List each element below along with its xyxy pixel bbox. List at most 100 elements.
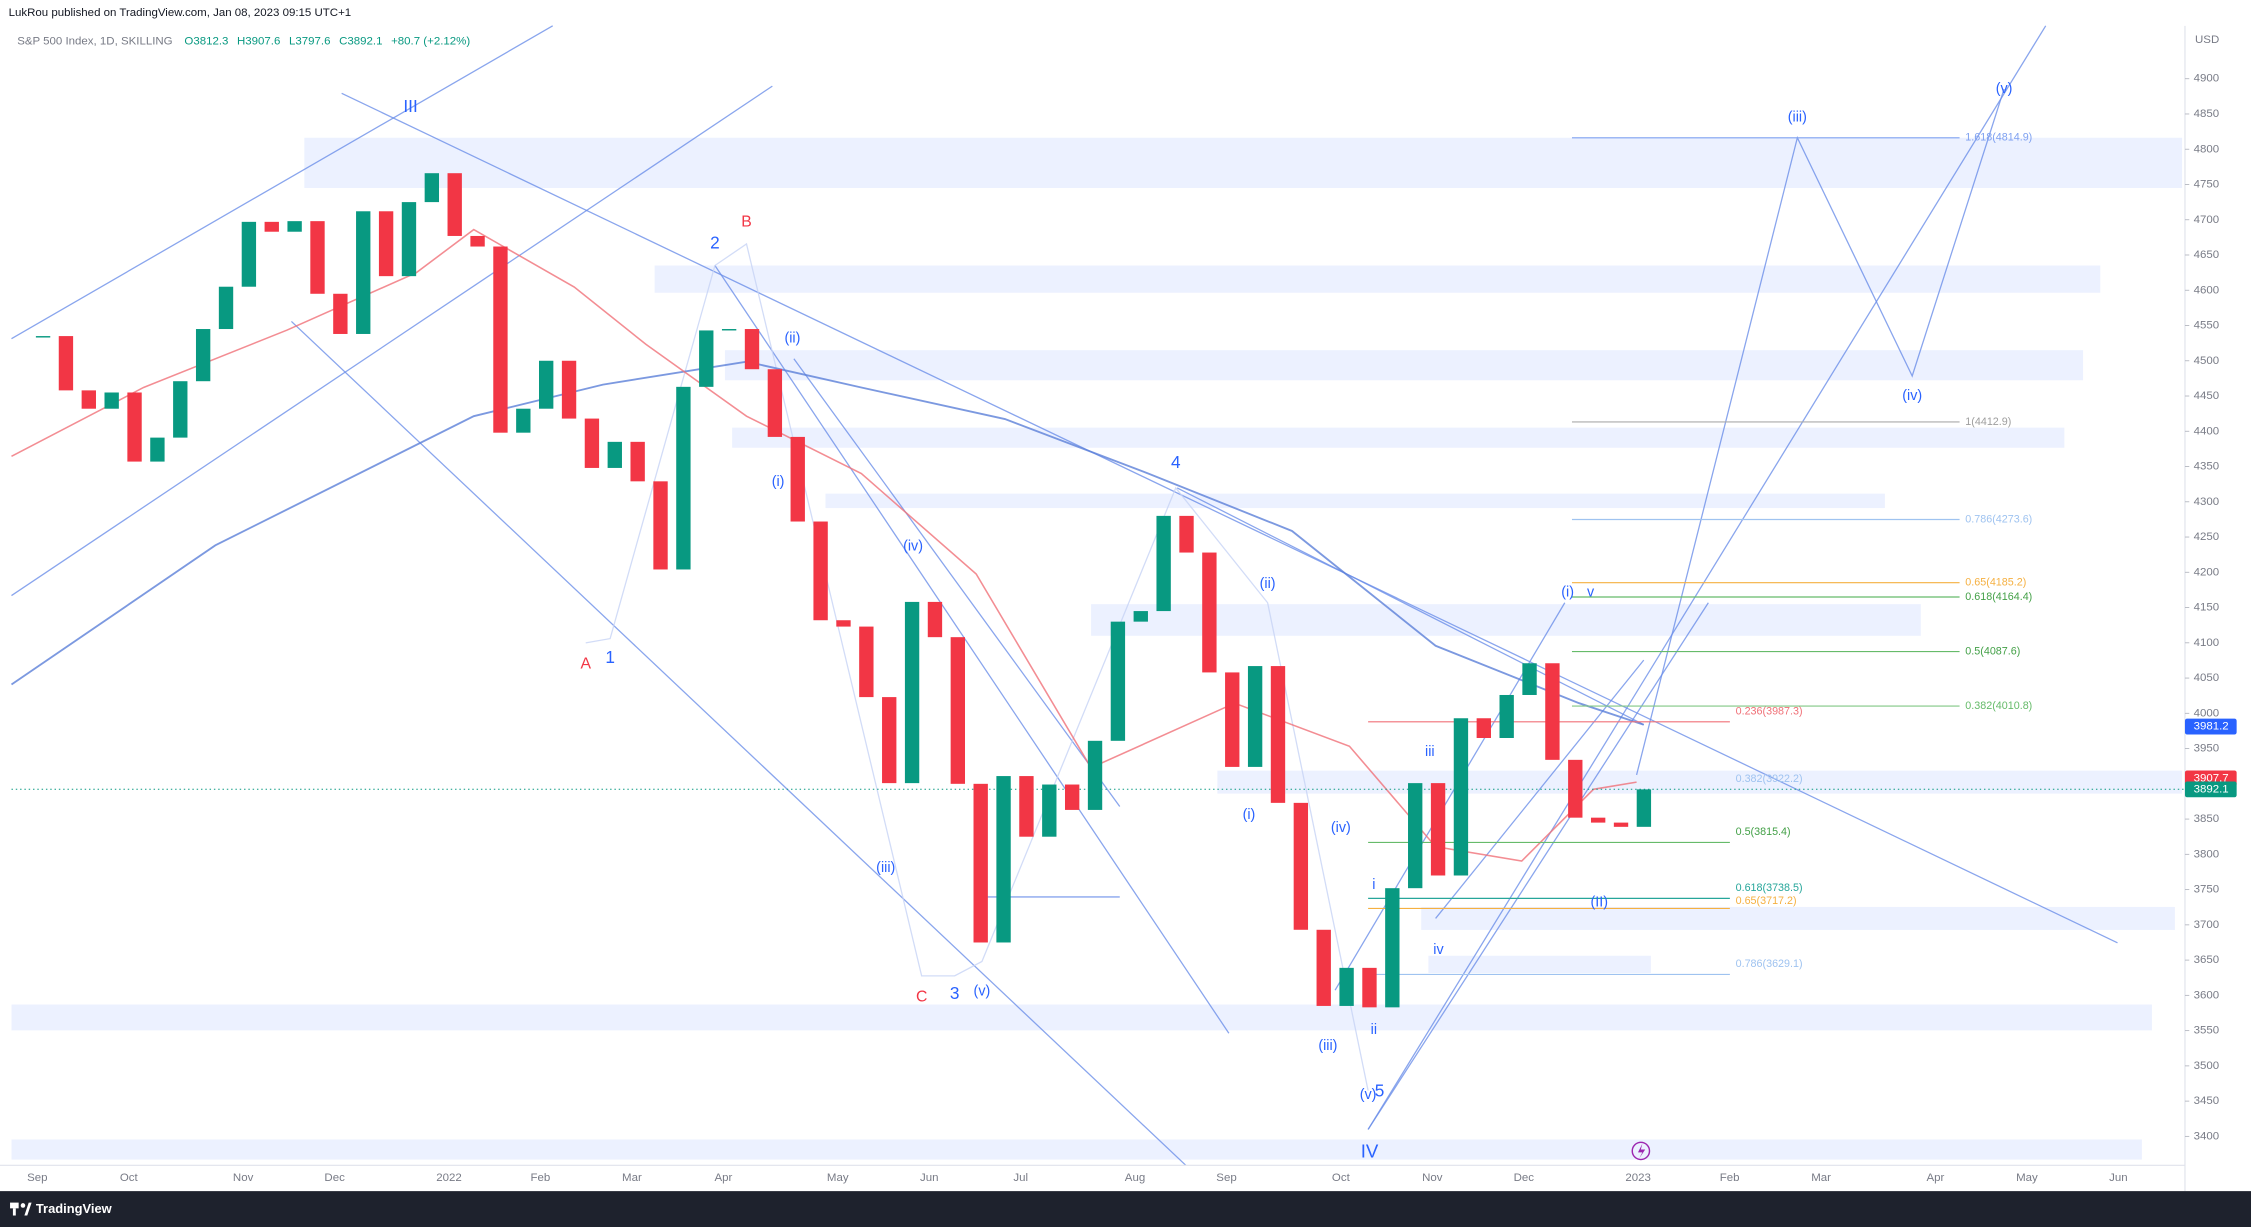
wave-label: (i) bbox=[1243, 807, 1256, 823]
currency: USD bbox=[2195, 34, 2219, 46]
zone bbox=[1428, 955, 1651, 973]
fib-label: 0.786(4273.6) bbox=[1965, 513, 2032, 525]
candle bbox=[1613, 822, 1629, 827]
x-tick-label: 2022 bbox=[436, 1172, 462, 1184]
wave-label: (iii) bbox=[1788, 109, 1807, 125]
footer bbox=[0, 1191, 2251, 1227]
x-tick-label: Jun bbox=[2109, 1172, 2128, 1184]
wave-label: C bbox=[916, 989, 927, 1006]
trend-lines bbox=[10, 25, 2118, 1166]
candle bbox=[699, 330, 714, 387]
candles bbox=[35, 173, 1652, 1008]
fib-label: 1.618(4814.9) bbox=[1965, 132, 2032, 144]
candle bbox=[1545, 663, 1560, 760]
wave-label: (v) bbox=[1996, 81, 2013, 97]
wave-label: iii bbox=[1425, 744, 1435, 760]
candle bbox=[1362, 967, 1377, 1008]
header: LukRou published on TradingView.com, Jan… bbox=[9, 7, 352, 19]
y-tick-label: 4200 bbox=[2194, 566, 2220, 578]
wave-label: (II) bbox=[1590, 894, 1608, 910]
lightning-icon bbox=[1631, 1141, 1651, 1161]
candle bbox=[516, 408, 531, 433]
projection-path bbox=[1635, 88, 2005, 776]
zone bbox=[732, 427, 2065, 448]
trend-line bbox=[714, 265, 1230, 1034]
wave-label: (iv) bbox=[1331, 820, 1351, 836]
fib-label: 0.236(3987.3) bbox=[1736, 706, 1803, 718]
fib-label: 0.786(3629.1) bbox=[1736, 958, 1803, 970]
candle bbox=[310, 221, 325, 294]
trend-line bbox=[1435, 659, 1645, 919]
candle bbox=[1316, 929, 1331, 1006]
candle bbox=[1202, 552, 1217, 673]
wave-label: 3 bbox=[950, 983, 960, 1003]
x-tick-label: Apr bbox=[714, 1172, 732, 1184]
wave-label: 2 bbox=[710, 233, 720, 253]
fib-label: 0.382(3922.2) bbox=[1736, 773, 1803, 785]
zones bbox=[11, 137, 2183, 1160]
y-tick-label: 4800 bbox=[2194, 143, 2220, 155]
candle bbox=[584, 418, 600, 468]
candle bbox=[218, 286, 234, 330]
x-tick-label: Dec bbox=[324, 1172, 345, 1184]
candle bbox=[767, 369, 783, 437]
candle bbox=[1156, 515, 1171, 612]
footer-brand: TradingView bbox=[36, 1201, 113, 1216]
trend-line bbox=[290, 320, 1187, 1166]
wave-label: (ii) bbox=[784, 330, 800, 346]
wave-label: (ii) bbox=[1260, 576, 1276, 592]
candle bbox=[1408, 783, 1423, 889]
legend-value: H3907.6 bbox=[237, 36, 280, 48]
candle bbox=[1087, 740, 1103, 810]
zone bbox=[11, 1139, 2142, 1160]
zone bbox=[654, 265, 2101, 293]
candle bbox=[401, 202, 417, 277]
y-tick-label: 4100 bbox=[2194, 637, 2220, 649]
wave-label: iv bbox=[1433, 942, 1444, 958]
candle bbox=[1225, 672, 1240, 767]
trend-line bbox=[793, 358, 1121, 807]
candle bbox=[287, 221, 302, 232]
x-tick-label: Apr bbox=[1927, 1172, 1945, 1184]
x-tick-label: 2023 bbox=[1625, 1172, 1651, 1184]
y-tick-label: 4650 bbox=[2194, 249, 2220, 261]
candle bbox=[904, 601, 920, 784]
trend-line bbox=[11, 85, 773, 597]
candle bbox=[630, 441, 645, 482]
y-tick-label: 3400 bbox=[2194, 1130, 2220, 1142]
candle bbox=[1568, 759, 1583, 818]
wave-label: (iv) bbox=[1902, 388, 1922, 404]
candle bbox=[1133, 611, 1148, 622]
y-tick-label: 4750 bbox=[2194, 179, 2220, 191]
wave-label: 1 bbox=[605, 647, 615, 667]
x-tick-label: Jul bbox=[1013, 1172, 1028, 1184]
wave-label: (i) bbox=[1561, 584, 1574, 600]
y-tick-label: 4450 bbox=[2194, 390, 2220, 402]
candle bbox=[104, 392, 119, 409]
wave-label: (v) bbox=[1360, 1087, 1377, 1103]
x-tick-label: Jun bbox=[920, 1172, 939, 1184]
y-tick-label: 3800 bbox=[2194, 848, 2220, 860]
candle bbox=[1293, 802, 1309, 930]
y-tick-label: 4700 bbox=[2194, 214, 2220, 226]
y-tick-label: 4000 bbox=[2194, 707, 2220, 719]
candle bbox=[1522, 663, 1537, 695]
labels: III 2 B (ii) (i) A 1 4 (iv) (ii) (i) (iii) C 3 (v) (iv)… bbox=[403, 81, 2032, 1162]
wave-path bbox=[585, 242, 1369, 1091]
candle bbox=[264, 221, 279, 232]
zone bbox=[11, 1004, 2152, 1031]
price-badge-label: 3907.7 bbox=[2194, 772, 2229, 784]
candle bbox=[127, 392, 142, 462]
x-tick-label: Mar bbox=[1811, 1172, 1831, 1184]
fib-label: 0.382(4010.8) bbox=[1965, 700, 2032, 712]
x-tick-label: Sep bbox=[27, 1172, 47, 1184]
y-tick-label: 3700 bbox=[2194, 919, 2220, 931]
candle bbox=[539, 360, 554, 409]
zone bbox=[1421, 906, 2175, 930]
y-tick-label: 3450 bbox=[2194, 1095, 2220, 1107]
wave-label: A bbox=[580, 656, 591, 673]
candle bbox=[195, 329, 211, 382]
candle bbox=[607, 441, 622, 468]
candle bbox=[1270, 666, 1286, 803]
